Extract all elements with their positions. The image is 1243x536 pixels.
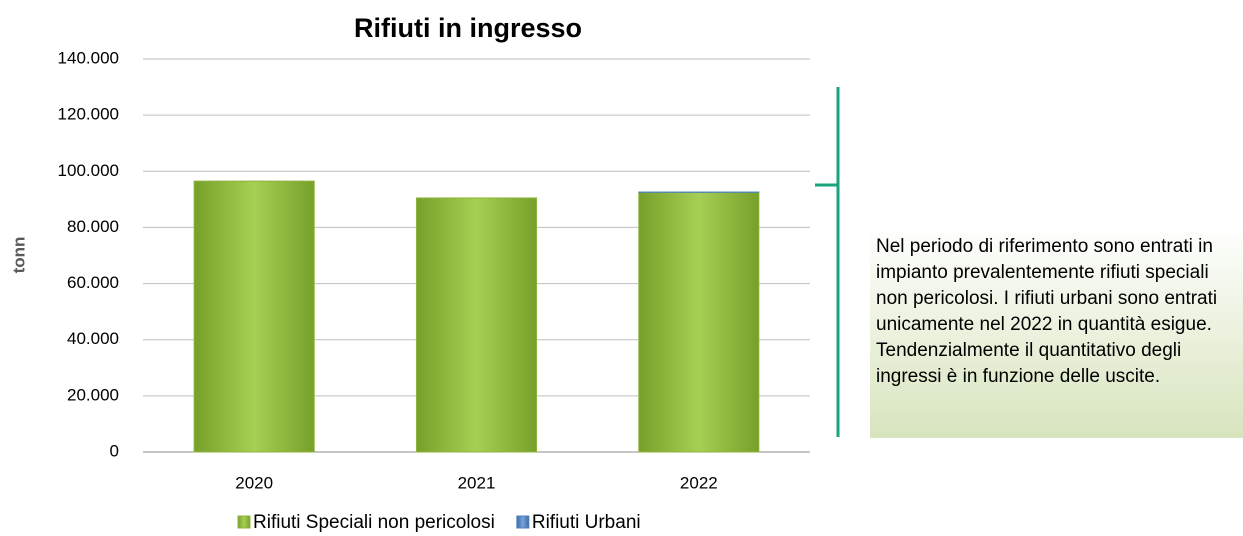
y-tick-label: 100.000	[58, 161, 119, 180]
y-tick-label: 20.000	[67, 385, 119, 404]
legend-label: Rifiuti Urbani	[532, 512, 641, 533]
y-tick-label: 140.000	[58, 48, 119, 67]
y-tick-label: 80.000	[67, 217, 119, 236]
annotation: Nel periodo di riferimento sono entrati …	[870, 225, 1243, 438]
bar	[193, 180, 315, 453]
legend-swatch	[516, 515, 530, 529]
x-tick-label: 2022	[680, 473, 718, 492]
x-tick-label: 2021	[458, 473, 496, 492]
legend-label: Rifiuti Speciali non pericolosi	[253, 512, 495, 533]
y-tick-label: 40.000	[67, 329, 119, 348]
y-axis-label: tonn	[9, 237, 28, 274]
legend-swatch	[237, 515, 251, 529]
x-tick-label: 2020	[235, 473, 273, 492]
callout-bracket	[815, 87, 840, 437]
y-tick-label: 0	[110, 441, 119, 460]
chart-title: Rifiuti in ingresso	[354, 13, 582, 43]
y-tick-label: 120.000	[58, 105, 119, 124]
bar	[415, 197, 538, 453]
bar	[638, 191, 760, 453]
y-tick-label: 60.000	[67, 273, 119, 292]
